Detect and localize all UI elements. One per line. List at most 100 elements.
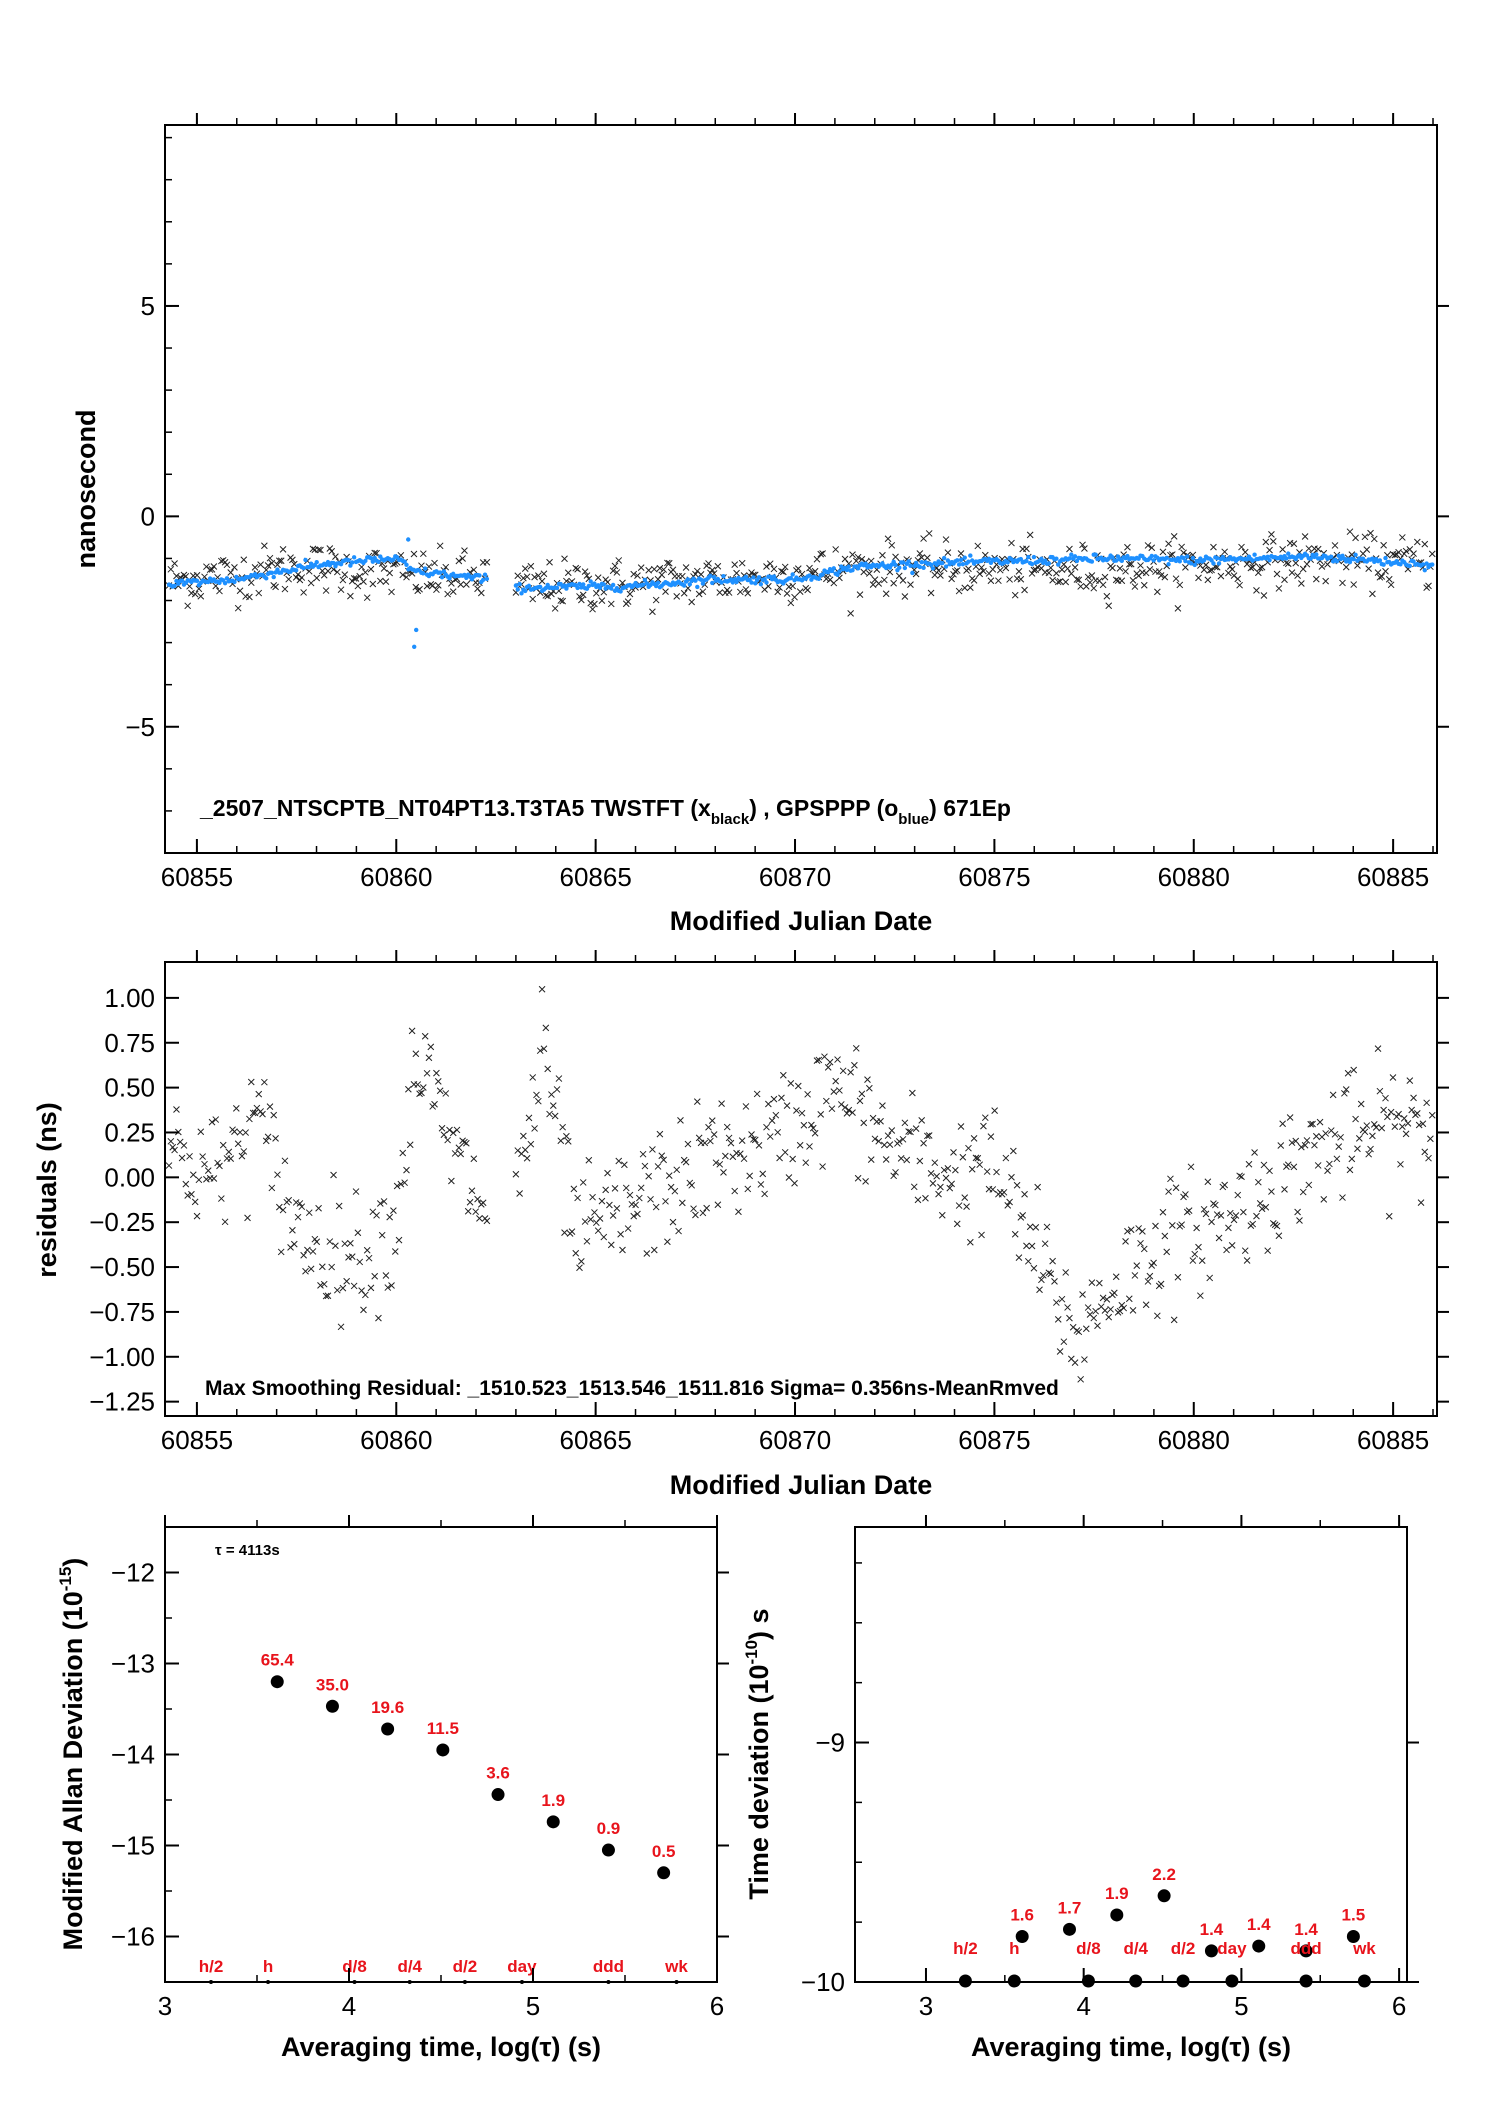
twstft-point <box>742 586 750 593</box>
residual-point <box>1090 1314 1098 1322</box>
twstft-point <box>240 556 248 564</box>
residual-point <box>920 1139 927 1147</box>
residual-point <box>796 1141 804 1149</box>
gpsppp-point <box>515 587 520 592</box>
twstft-point <box>907 581 914 588</box>
gpsppp-point <box>945 558 951 563</box>
residual-point <box>307 1265 315 1273</box>
residual-point <box>1346 1166 1354 1174</box>
twstft-point <box>766 560 774 568</box>
residual-point <box>791 1179 798 1187</box>
twstft-point <box>1168 551 1176 558</box>
twstft-point <box>1266 546 1273 554</box>
residual-point <box>525 1114 533 1122</box>
residual-point <box>684 1140 692 1148</box>
twstft-point <box>882 590 890 598</box>
residual-point <box>184 1192 192 1199</box>
residual-point <box>759 1170 767 1178</box>
twstft-point <box>678 572 686 580</box>
residual-point <box>533 1091 540 1099</box>
twstft-point <box>1258 563 1266 571</box>
twstft-point <box>1367 529 1374 537</box>
residual-point <box>744 1185 752 1193</box>
residual-point <box>798 1109 806 1117</box>
residual-point <box>847 1068 855 1076</box>
residual-point <box>712 1159 720 1167</box>
residual-point <box>461 1138 468 1146</box>
residual-point <box>182 1180 190 1188</box>
twstft-point <box>563 577 570 585</box>
residual-point <box>877 1117 884 1125</box>
twstft-point <box>1210 543 1217 551</box>
twstft-point <box>1017 575 1025 583</box>
twstft-point <box>1084 573 1092 581</box>
twstft-point <box>1122 567 1129 575</box>
twstft-point <box>1180 549 1187 557</box>
residual-point <box>173 1106 180 1113</box>
residual-point <box>692 1211 699 1219</box>
residual-point <box>557 1137 565 1145</box>
residual-point <box>406 1141 414 1149</box>
residual-point <box>596 1215 604 1222</box>
residual-point <box>972 1154 980 1162</box>
x-tick-label: 4 <box>1076 1991 1090 2021</box>
twstft-point <box>1342 563 1350 571</box>
twstft-point <box>251 564 259 571</box>
gpsppp-point <box>482 572 488 577</box>
residual-point <box>296 1200 304 1207</box>
gpsppp-point <box>414 627 419 633</box>
residual-point <box>373 1211 380 1219</box>
twstft-point <box>1015 567 1023 575</box>
residual-point <box>875 1137 883 1145</box>
twstft-point <box>444 590 451 598</box>
allan-point <box>601 1843 615 1857</box>
residual-point <box>1324 1167 1331 1175</box>
gpsppp-point <box>217 580 222 585</box>
twstft-point <box>1395 548 1402 556</box>
residual-point <box>591 1209 598 1216</box>
twstft-point <box>1339 579 1346 587</box>
residual-point <box>1427 1135 1434 1143</box>
x-tick-label: 60860 <box>360 862 432 892</box>
twstft-point <box>195 585 203 593</box>
residual-point <box>1144 1278 1152 1285</box>
twstft-point <box>966 584 974 592</box>
y-tick-label: 1.00 <box>104 983 155 1013</box>
residual-point <box>912 1125 920 1132</box>
y-tick-label: −9 <box>815 1728 845 1758</box>
residual-point <box>647 1195 654 1203</box>
twstft-point <box>1054 578 1062 586</box>
residual-point <box>1000 1188 1008 1196</box>
residual-point <box>952 1166 959 1174</box>
residual-point <box>384 1284 392 1291</box>
residual-point <box>1088 1279 1096 1286</box>
gpsppp-point <box>575 585 580 591</box>
residual-point <box>783 1102 791 1109</box>
residual-point <box>901 1119 909 1127</box>
residual-point <box>611 1184 619 1192</box>
twstft-point <box>333 568 341 576</box>
allan-marker-label: d/4 <box>397 1957 422 1976</box>
residual-point <box>1303 1137 1311 1144</box>
allan-point <box>491 1788 505 1802</box>
residual-point <box>800 1121 808 1129</box>
gpsppp-point <box>1334 559 1340 564</box>
gpsppp-point <box>751 575 756 580</box>
residual-point <box>1105 1313 1113 1321</box>
residual-point <box>1309 1120 1316 1128</box>
residual-point <box>568 1228 576 1236</box>
residual-point <box>210 1175 218 1182</box>
residual-point <box>914 1196 922 1204</box>
twstft-point <box>607 600 615 608</box>
residual-point <box>927 1170 935 1177</box>
twstft-point <box>699 588 707 596</box>
twstft-point <box>948 575 955 583</box>
residual-point <box>322 1292 330 1300</box>
twstft-point <box>347 592 354 600</box>
twstft-point <box>257 561 264 568</box>
twstft-point <box>1234 575 1242 583</box>
residual-point <box>421 1032 429 1040</box>
twstft-point <box>1056 578 1064 585</box>
gpsppp-point <box>1177 559 1182 564</box>
allan-marker-label: day <box>507 1957 537 1976</box>
